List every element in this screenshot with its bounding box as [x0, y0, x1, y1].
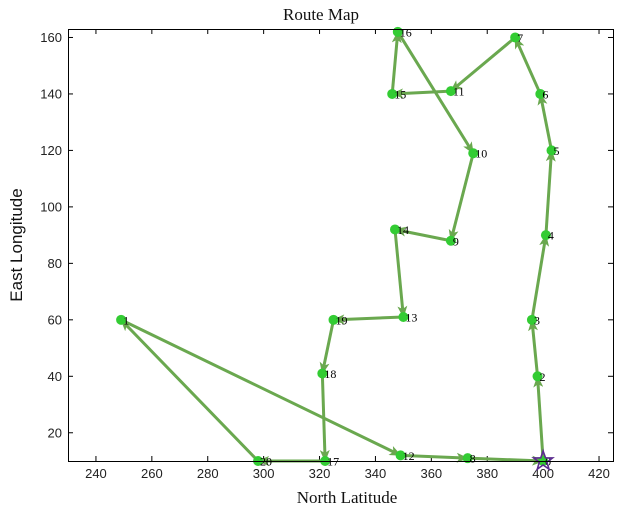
y-tick-label: 100	[40, 199, 62, 214]
x-tick-label: 260	[141, 466, 163, 481]
route-segment	[449, 35, 517, 93]
y-tick-label: 80	[48, 256, 62, 271]
route-point	[317, 368, 328, 379]
route-segment	[119, 318, 260, 463]
route-point-label: 10	[475, 147, 487, 161]
y-tick-label: 120	[40, 143, 62, 158]
route-segment	[319, 318, 336, 375]
y-tick-label: 160	[40, 30, 62, 45]
x-tick-label: 340	[365, 466, 387, 481]
route-segment	[448, 151, 475, 243]
route-point-label: 5	[554, 144, 560, 158]
route-point-label: 12	[403, 449, 415, 463]
route-point	[510, 32, 521, 43]
x-tick-label: 420	[588, 466, 610, 481]
route-segment	[537, 92, 554, 152]
route-point	[445, 235, 456, 246]
route-point	[546, 145, 557, 156]
y-tick-label: 140	[40, 86, 62, 101]
route-segment	[528, 318, 540, 378]
y-tick-label: 40	[48, 369, 62, 384]
x-tick-label: 240	[85, 466, 107, 481]
axis-ticks: 240 260 280 300 320 340 360 380 400 4202040608010…	[40, 29, 613, 481]
route-point	[387, 88, 398, 99]
route-point	[540, 230, 551, 241]
route-segment	[393, 226, 453, 243]
route-segment	[544, 148, 556, 237]
route-point	[328, 314, 339, 325]
route-point	[462, 453, 473, 464]
route-point-label: 11	[453, 85, 465, 99]
route-segment	[390, 30, 402, 96]
route-point	[445, 86, 456, 97]
route-segment	[399, 452, 470, 463]
route-point-label: 2	[540, 370, 546, 384]
route-point	[116, 314, 127, 325]
route-point	[526, 314, 537, 325]
route-segment	[530, 233, 550, 322]
x-tick-label: 300	[253, 466, 275, 481]
route-point-label: 8	[470, 452, 476, 466]
x-axis-label: North Latitude	[297, 488, 398, 507]
route-point-label: 1	[123, 313, 129, 327]
route-segment	[393, 227, 408, 319]
route-segment	[390, 88, 453, 99]
route-point-label: 14	[397, 223, 409, 237]
route-segment	[332, 314, 405, 325]
route-point-label: 18	[324, 367, 336, 381]
route-point	[390, 224, 400, 235]
y-tick-label: 60	[48, 312, 62, 327]
route-segment	[513, 35, 542, 96]
route-point-label: 16	[400, 25, 412, 39]
route-point-label: 9	[453, 234, 459, 248]
route-point-label: 6	[542, 87, 548, 101]
start-point-star-marker	[531, 448, 555, 472]
route-point-label: 3	[534, 313, 540, 327]
route-point-label: 4	[548, 229, 554, 243]
axes-frame	[68, 29, 614, 462]
route-point	[395, 450, 406, 461]
x-tick-label: 360	[420, 466, 442, 481]
route-segment	[396, 30, 475, 155]
y-tick-label: 20	[48, 425, 62, 440]
route-point	[532, 371, 543, 382]
route-segment	[466, 455, 545, 466]
y-axis-label: East Longitude	[7, 188, 26, 301]
route-point-label: 7	[517, 31, 523, 45]
chart-title: Route Map	[283, 5, 359, 24]
route-segment	[533, 374, 545, 463]
route-point	[535, 88, 546, 99]
route-point	[398, 312, 409, 322]
x-tick-label: 320	[309, 466, 331, 481]
route-segment	[119, 318, 403, 457]
route-point-label: 13	[405, 311, 417, 325]
route-point-label: 15	[394, 87, 406, 101]
route-point-label: 19	[336, 313, 348, 327]
x-tick-label: 380	[476, 466, 498, 481]
x-tick-label: 280	[197, 466, 219, 481]
route-point	[468, 148, 479, 159]
